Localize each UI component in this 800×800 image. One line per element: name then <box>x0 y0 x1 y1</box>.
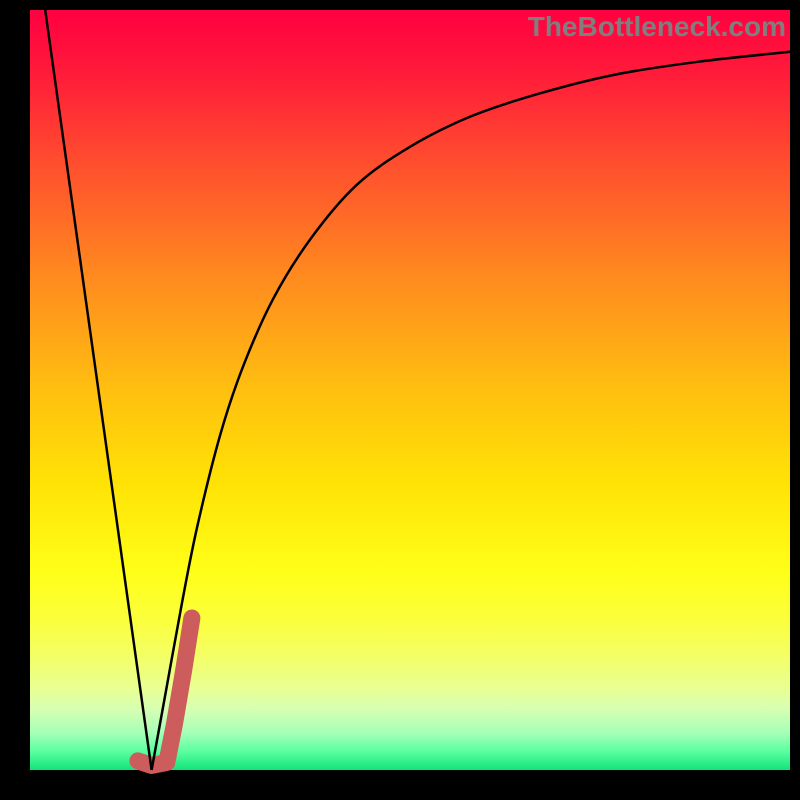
chart-frame: TheBottleneck.com <box>0 0 800 800</box>
chart-svg <box>0 0 800 800</box>
curve-left-line <box>45 10 151 770</box>
watermark-text: TheBottleneck.com <box>528 11 786 43</box>
curve-right-line <box>152 52 790 770</box>
